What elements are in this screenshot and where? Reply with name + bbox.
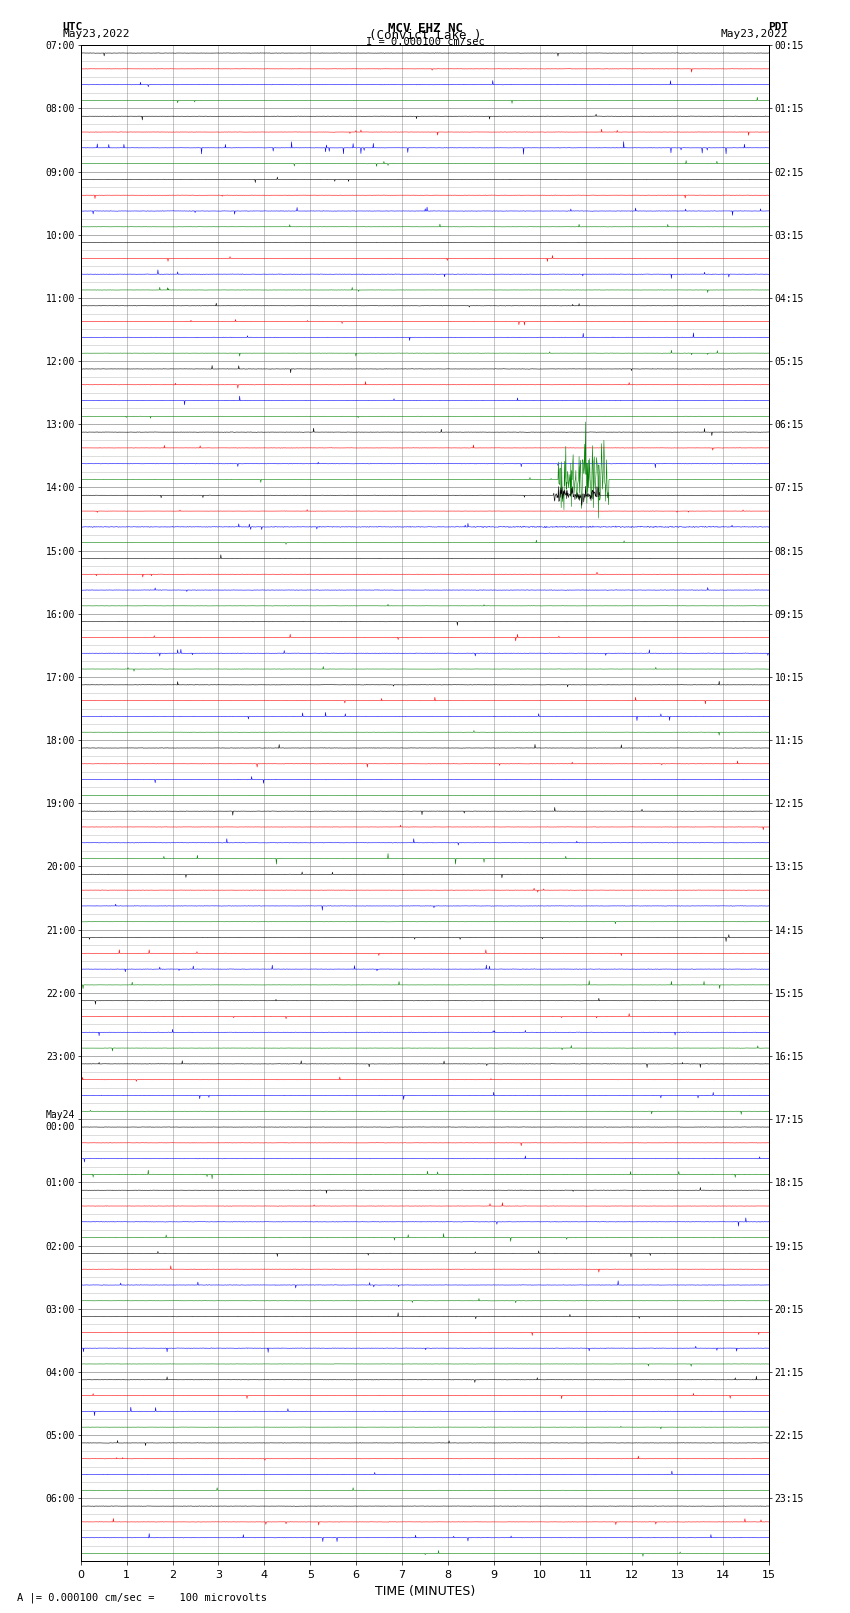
- Text: I = 0.000100 cm/sec: I = 0.000100 cm/sec: [366, 37, 484, 47]
- Text: PDT: PDT: [768, 23, 788, 32]
- X-axis label: TIME (MINUTES): TIME (MINUTES): [375, 1584, 475, 1597]
- Text: UTC: UTC: [62, 23, 82, 32]
- Text: A |= 0.000100 cm/sec =    100 microvolts: A |= 0.000100 cm/sec = 100 microvolts: [17, 1592, 267, 1603]
- Text: MCV EHZ NC: MCV EHZ NC: [388, 23, 462, 35]
- Text: (Convict Lake ): (Convict Lake ): [369, 29, 481, 42]
- Text: May23,2022: May23,2022: [62, 29, 129, 39]
- Text: May23,2022: May23,2022: [721, 29, 788, 39]
